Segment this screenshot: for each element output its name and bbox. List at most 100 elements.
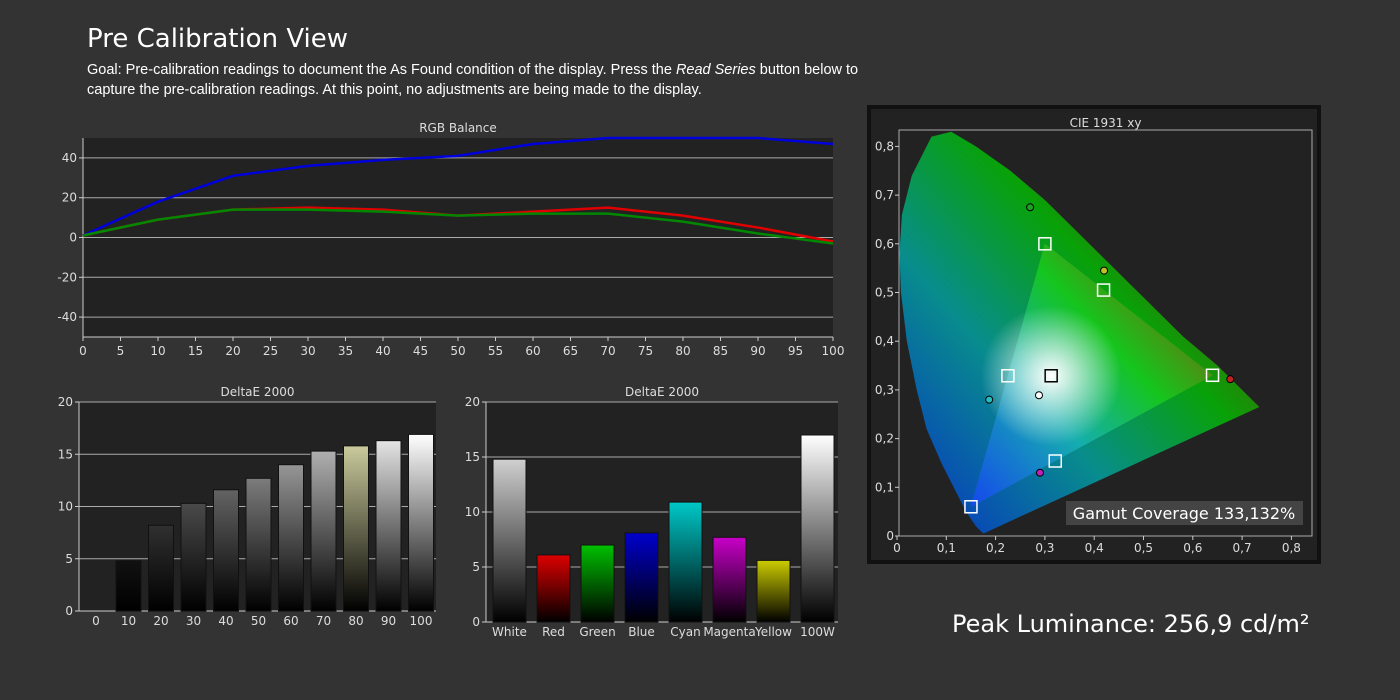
- x-tick-label: 80: [675, 344, 690, 358]
- bar: [213, 489, 239, 612]
- y-tick-label: 0: [65, 604, 73, 618]
- goal-description: Goal: Pre-calibration readings to docume…: [87, 60, 907, 100]
- y-tick-label: 40: [62, 151, 77, 165]
- y-tick-label: 20: [62, 191, 77, 205]
- y-tick-label: 20: [58, 395, 73, 409]
- gamut-label-bg: [1066, 501, 1303, 525]
- x-tick-label: 35: [338, 344, 353, 358]
- x-tick-label: 60: [283, 614, 298, 628]
- x-tick-label: 0,7: [1233, 541, 1252, 555]
- y-tick-label: 20: [465, 395, 480, 409]
- measured-point: [1226, 375, 1235, 384]
- bar: [408, 433, 434, 612]
- page-title: Pre Calibration View: [87, 24, 349, 54]
- y-tick-label: 0,3: [875, 383, 894, 397]
- white-target-marker: [1044, 369, 1058, 383]
- series-line: [82, 136, 834, 237]
- x-tick-label: 90: [750, 344, 765, 358]
- bar: [115, 560, 142, 612]
- y-tick-label: 0: [472, 615, 480, 629]
- x-tick-label: 95: [788, 344, 803, 358]
- x-tick-label: 30: [300, 344, 315, 358]
- x-tick-label: 70: [316, 614, 331, 628]
- cie-chart: CIE 1931 xy 0 0,1 0,2 0,3 0,4 0,5 0,6 0,7 0,8 0,8 0…: [867, 105, 1321, 564]
- peak-luminance: Peak Luminance: 256,9 cd/m²: [952, 610, 1310, 638]
- x-tick-label: 40: [218, 614, 233, 628]
- y-tick-label: 0,4: [875, 334, 894, 348]
- measured-point: [1034, 391, 1043, 400]
- y-tick-label: -20: [57, 270, 77, 284]
- x-tick-label: 10: [150, 344, 165, 358]
- white-point-glow: [981, 305, 1122, 446]
- x-tick-label: 25: [263, 344, 278, 358]
- x-tick-label: 0,6: [1183, 541, 1202, 555]
- x-tick-label: 0,4: [1085, 541, 1104, 555]
- x-tick-label: Cyan: [670, 625, 700, 639]
- x-tick-label: 0: [79, 344, 87, 358]
- x-tick-label: 65: [563, 344, 578, 358]
- y-tick-label: 0,8: [875, 139, 894, 153]
- x-tick-label: 85: [713, 344, 728, 358]
- bar: [375, 440, 402, 612]
- x-tick-label: 10: [121, 614, 136, 628]
- x-tick-label: 40: [375, 344, 390, 358]
- target-marker: [1048, 454, 1063, 468]
- x-tick-label: 100: [410, 614, 433, 628]
- target-marker: [1096, 283, 1111, 297]
- x-tick-label: 0,1: [937, 541, 956, 555]
- x-tick-label: 50: [251, 614, 266, 628]
- x-tick-label: Green: [579, 625, 615, 639]
- x-tick-label: 0,5: [1134, 541, 1153, 555]
- x-tick-label: 0,3: [1035, 541, 1054, 555]
- y-tick-label: 10: [58, 500, 73, 514]
- x-tick-label: 70: [600, 344, 615, 358]
- rgb-balance-chart: RGB Balance 40 20 0 -20 -40 0 5 10 15 20 25 30 35 40 45…: [57, 121, 844, 358]
- bar: [343, 445, 369, 612]
- bar: [278, 464, 304, 612]
- color-deltae-chart: DeltaE 2000 20 15 10 5 0 White Red Green Blue Cyan…: [465, 385, 838, 639]
- x-tick-label: 45: [413, 344, 428, 358]
- x-tick-label: 60: [525, 344, 540, 358]
- x-tick-label: 20: [153, 614, 168, 628]
- x-tick-label: 15: [188, 344, 203, 358]
- x-tick-label: 5: [117, 344, 125, 358]
- measured-point: [985, 395, 994, 404]
- x-tick-label: 0,8: [1282, 541, 1301, 555]
- y-tick-label: 5: [472, 560, 480, 574]
- x-tick-label: 75: [638, 344, 653, 358]
- y-tick-label: 15: [465, 450, 480, 464]
- x-tick-label: 80: [348, 614, 363, 628]
- bar: [536, 554, 571, 623]
- goal-prefix: Goal: Pre-calibration readings to docume…: [87, 62, 676, 78]
- y-tick-label: 5: [65, 552, 73, 566]
- chart-title: RGB Balance: [419, 121, 497, 135]
- gamut-coverage-label: Gamut Coverage 133,132%: [1073, 504, 1295, 523]
- x-tick-label: 100W: [800, 625, 835, 639]
- bar: [180, 502, 207, 612]
- x-tick-label: 100: [822, 344, 845, 358]
- y-tick-label: 0: [69, 231, 77, 245]
- y-tick-label: 0: [886, 529, 894, 543]
- bar: [712, 536, 747, 623]
- chart-title: DeltaE 2000: [625, 385, 699, 399]
- bar: [492, 458, 527, 623]
- x-tick-label: White: [492, 625, 527, 639]
- bar: [668, 501, 703, 623]
- x-tick-label: 0: [92, 614, 100, 628]
- target-marker: [1001, 369, 1015, 383]
- bar: [148, 524, 174, 612]
- bar: [310, 450, 337, 612]
- x-tick-label: 30: [186, 614, 201, 628]
- bar: [800, 434, 835, 623]
- measured-point: [1035, 468, 1044, 477]
- x-tick-label: 0,2: [986, 541, 1005, 555]
- target-marker: [964, 500, 978, 514]
- x-tick-label: Magenta: [703, 625, 755, 639]
- x-tick-label: 20: [225, 344, 240, 358]
- bar: [580, 544, 615, 623]
- goal-suffix: button below to capture the pre-calibrat…: [87, 62, 859, 98]
- bar: [624, 532, 659, 623]
- y-tick-label: -40: [57, 310, 77, 324]
